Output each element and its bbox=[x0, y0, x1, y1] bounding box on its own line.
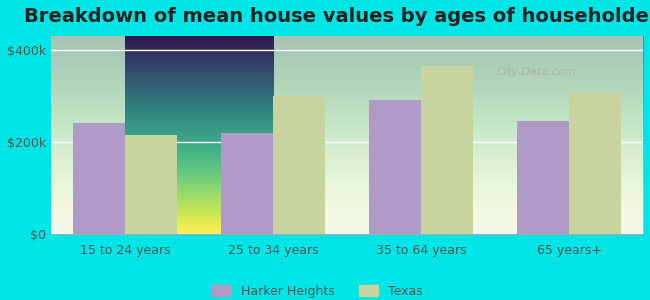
Bar bbox=[221, 133, 273, 234]
Legend: Harker Heights, Texas: Harker Heights, Texas bbox=[207, 280, 428, 300]
Bar bbox=[421, 66, 473, 234]
Bar bbox=[517, 121, 569, 234]
Bar bbox=[569, 93, 621, 234]
Title: Breakdown of mean house values by ages of householders: Breakdown of mean house values by ages o… bbox=[24, 7, 650, 26]
Text: City-Data.com: City-Data.com bbox=[497, 67, 576, 76]
Bar bbox=[273, 96, 325, 234]
Bar bbox=[73, 123, 125, 234]
Bar bbox=[369, 100, 421, 234]
Bar bbox=[125, 135, 177, 234]
